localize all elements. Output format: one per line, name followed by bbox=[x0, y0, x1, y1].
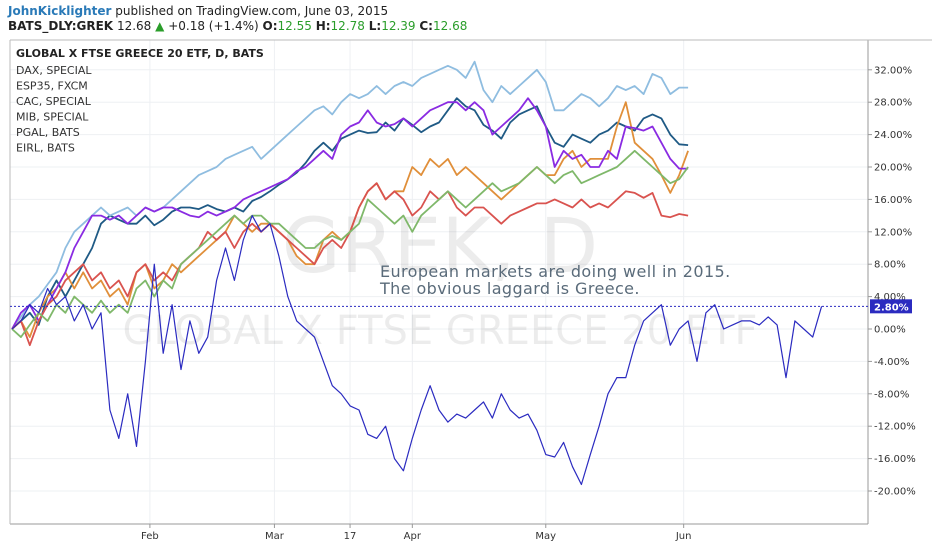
low-value: 12.39 bbox=[381, 19, 416, 33]
watermark-symbol: GREK, D bbox=[282, 201, 598, 290]
y-tick-label: -20.00% bbox=[874, 487, 916, 498]
x-tick-label: Feb bbox=[141, 531, 159, 542]
quote-line: BATS_DLY:GREK 12.68 ▲ +0.18 (+1.4%) O:12… bbox=[8, 19, 467, 33]
y-tick-label: 16.00% bbox=[874, 195, 912, 206]
y-tick-label: 32.00% bbox=[874, 65, 912, 76]
close-label: C: bbox=[419, 19, 433, 33]
x-axis[interactable]: Feb Mar 17 Apr May Jun bbox=[141, 524, 691, 542]
x-tick-label: May bbox=[535, 531, 556, 542]
y-tick-label: 4.00% bbox=[874, 292, 906, 303]
annotation-line-1: European markets are doing well in 2015. bbox=[380, 262, 731, 281]
watermark-name: GLOBAL X FTSE GREECE 20 ETF bbox=[123, 308, 758, 354]
symbol-label: BATS_DLY:GREK bbox=[8, 19, 114, 33]
current-value-badge-bg bbox=[870, 299, 912, 314]
y-axis[interactable]: 32.00% 28.00% 24.00% 20.00% 16.00% 12.00% 8.00… bbox=[868, 65, 916, 498]
grid-lines bbox=[10, 40, 868, 524]
x-tick-label: Mar bbox=[265, 531, 285, 542]
x-tick-label: 17 bbox=[344, 531, 357, 542]
legend-entry: DAX, SPECIAL bbox=[16, 64, 92, 77]
y-tick-label: 0.00% bbox=[874, 325, 906, 336]
annotation: European markets are doing well in 2015.… bbox=[379, 262, 731, 298]
y-tick-label: 28.00% bbox=[874, 98, 912, 109]
y-tick-label: 12.00% bbox=[874, 227, 912, 238]
current-value-label: 2.80% bbox=[874, 302, 909, 313]
published-line: JohnKicklighter published on TradingView… bbox=[8, 4, 388, 18]
low-label: L: bbox=[368, 19, 382, 33]
annotation-line-2: The obvious laggard is Greece. bbox=[379, 279, 640, 298]
price-change: +0.18 (+1.4%) bbox=[168, 19, 259, 33]
series-line-dax[interactable] bbox=[11, 97, 689, 330]
up-arrow-icon: ▲ bbox=[155, 19, 165, 33]
x-tick-label: Jun bbox=[675, 531, 692, 542]
author-link[interactable]: JohnKicklighter bbox=[8, 4, 112, 18]
y-tick-label: -12.00% bbox=[874, 422, 916, 433]
legend-entry: ESP35, FXCM bbox=[16, 80, 88, 93]
open-value: 12.55 bbox=[277, 19, 312, 33]
series-line-eirl[interactable] bbox=[11, 149, 689, 339]
published-text: published on TradingView.com, June 03, 2… bbox=[115, 4, 389, 18]
legend-entry: MIB, SPECIAL bbox=[16, 111, 89, 124]
y-tick-label: -8.00% bbox=[874, 389, 909, 400]
open-label: O: bbox=[262, 19, 278, 33]
x-tick-label: Apr bbox=[404, 531, 422, 542]
chart-header: JohnKicklighter published on TradingView… bbox=[0, 0, 932, 36]
series-line-mib[interactable] bbox=[11, 97, 689, 330]
watermark: GREK, D GLOBAL X FTSE GREECE 20 ETF bbox=[123, 201, 758, 354]
series-layer bbox=[11, 60, 823, 486]
chart-title: GLOBAL X FTSE GREECE 20 ETF, D, BATS bbox=[16, 47, 264, 60]
legend-entry: EIRL, BATS bbox=[16, 142, 75, 155]
y-tick-label: 24.00% bbox=[874, 130, 912, 141]
series-line-esp35[interactable] bbox=[11, 60, 689, 330]
series-line-grek[interactable] bbox=[11, 215, 823, 486]
y-tick-label: -16.00% bbox=[874, 454, 916, 465]
current-value-badge: 2.80% bbox=[870, 299, 912, 314]
high-value: 12.78 bbox=[330, 19, 365, 33]
legend: GLOBAL X FTSE GREECE 20 ETF, D, BATS DAX… bbox=[16, 47, 264, 155]
last-price: 12.68 bbox=[116, 19, 152, 33]
high-label: H: bbox=[315, 19, 331, 33]
close-value: 12.68 bbox=[432, 19, 468, 33]
y-tick-label: 20.00% bbox=[874, 163, 912, 174]
legend-entry: PGAL, BATS bbox=[16, 126, 80, 139]
y-tick-label: -4.00% bbox=[874, 357, 909, 368]
y-tick-label: 8.00% bbox=[874, 260, 906, 271]
legend-entry: CAC, SPECIAL bbox=[16, 95, 92, 108]
